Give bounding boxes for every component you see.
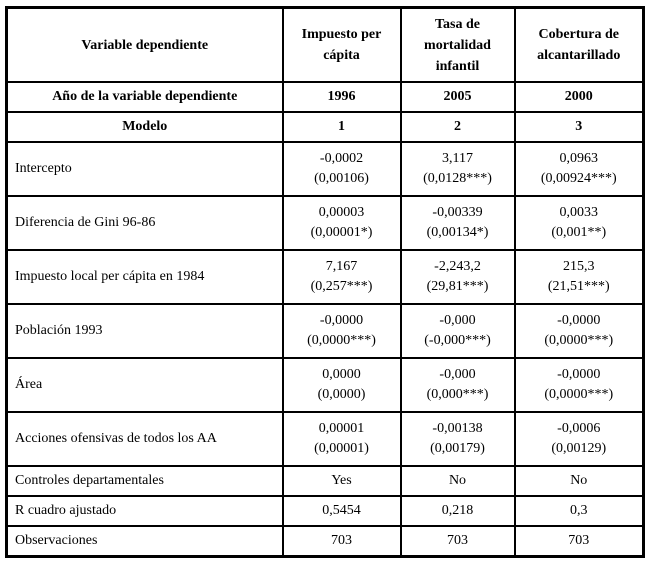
estimate: 0,0963 [559,150,599,166]
estimate: -0,000 [439,312,476,328]
estimate: 215,3 [563,258,595,274]
estimate: 0,00001 [318,420,365,436]
std-error: (0,0000) [317,387,366,402]
row-observaciones: Observaciones 703 703 703 [5,525,645,558]
std-error: (0,00924***) [540,171,617,186]
year-value: 2005 [399,81,516,113]
coef-cell: -0,0002 (0,00106) [281,141,402,197]
coef-cell: 0,00003 (0,00001*) [281,195,402,251]
row-label: Controles departamentales [5,465,284,497]
std-error: (0,00106) [314,171,369,186]
header-variable-dependiente: Variable dependiente [5,6,284,83]
estimate: 0,0000 [322,366,361,382]
std-error: (0,0128***) [423,171,492,186]
std-error: (0,00179) [430,441,485,456]
std-error: (0,00134*) [426,225,489,240]
std-error: (0,0000***) [544,333,614,348]
estimate: 7,167 [325,258,358,274]
regression-results-table: Variable dependiente Impuesto per cápita… [5,6,645,558]
coef-cell: 0,0033 (0,001**) [513,195,645,251]
header-col-cobertura-alcantarillado: Cobertura de alcantarillado [513,6,645,83]
coef-cell: -0,000 (-0,000***) [399,303,516,359]
coef-cell: -0,0006 (0,00129) [513,411,645,467]
coef-cell: 0,0000 (0,0000) [281,357,402,413]
coef-cell: -0,000 (0,000***) [399,357,516,413]
coef-cell: 0,0963 (0,00924***) [513,141,645,197]
row-intercepto: Intercepto -0,0002 (0,00106) 3,117 (0,01… [5,141,645,197]
observations-count: 703 [399,525,516,558]
row-anio-variable-dependiente: Año de la variable dependiente 1996 2005… [5,81,645,113]
row-poblacion-1993: Población 1993 -0,0000 (0,0000***) -0,00… [5,303,645,359]
row-label: Año de la variable dependiente [5,81,284,113]
header-row: Variable dependiente Impuesto per cápita… [5,6,645,83]
estimate: -0,00138 [432,420,483,436]
estimate: -0,00339 [432,204,483,220]
row-label: R cuadro ajustado [5,495,284,527]
estimate: -0,000 [439,366,476,382]
r-squared-value: 0,3 [513,495,645,527]
std-error: (-0,000***) [424,333,491,348]
std-error: (0,00001*) [310,225,373,240]
row-label: Población 1993 [5,303,284,359]
model-number: 3 [513,111,645,143]
row-controles-departamentales: Controles departamentales Yes No No [5,465,645,497]
estimate: -0,0000 [557,312,601,328]
row-label: Acciones ofensivas de todos los AA [5,411,284,467]
model-number: 2 [399,111,516,143]
std-error: (0,000***) [426,387,489,402]
row-impuesto-local-1984: Impuesto local per cápita en 1984 7,167 … [5,249,645,305]
estimate: 0,0033 [559,204,599,220]
coef-cell: -2,243,2 (29,81***) [399,249,516,305]
row-label: Diferencia de Gini 96-86 [5,195,284,251]
row-label: Impuesto local per cápita en 1984 [5,249,284,305]
row-area: Área 0,0000 (0,0000) -0,000 (0,000***) -… [5,357,645,413]
estimate: 3,117 [442,150,473,166]
controls-flag: No [513,465,645,497]
row-acciones-ofensivas: Acciones ofensivas de todos los AA 0,000… [5,411,645,467]
coef-cell: -0,00339 (0,00134*) [399,195,516,251]
coef-cell: 0,00001 (0,00001) [281,411,402,467]
coef-cell: 3,117 (0,0128***) [399,141,516,197]
row-diferencia-gini: Diferencia de Gini 96-86 0,00003 (0,0000… [5,195,645,251]
coef-cell: -0,0000 (0,0000***) [281,303,402,359]
std-error: (0,001**) [551,225,607,240]
std-error: (0,00001) [314,441,369,456]
row-label: Modelo [5,111,284,143]
model-number: 1 [281,111,402,143]
std-error: (0,00129) [551,441,607,456]
estimate: -0,0000 [319,312,364,328]
row-label: Intercepto [5,141,284,197]
row-label: Área [5,357,284,413]
estimate: -0,0006 [557,420,601,436]
coef-cell: -0,0000 (0,0000***) [513,357,645,413]
estimate: 0,00003 [318,204,365,220]
controls-flag: Yes [281,465,402,497]
header-col-impuesto-per-capita: Impuesto per cápita [281,6,402,83]
row-r-cuadro-ajustado: R cuadro ajustado 0,5454 0,218 0,3 [5,495,645,527]
estimate: -0,0002 [319,150,364,166]
coef-cell: -0,0000 (0,0000***) [513,303,645,359]
coef-cell: -0,00138 (0,00179) [399,411,516,467]
row-modelo: Modelo 1 2 3 [5,111,645,143]
std-error: (0,0000***) [544,387,614,402]
std-error: (0,0000***) [307,333,376,348]
coef-cell: 215,3 (21,51***) [513,249,645,305]
year-value: 2000 [513,81,645,113]
observations-count: 703 [281,525,402,558]
std-error: (0,257***) [310,279,373,294]
year-value: 1996 [281,81,402,113]
controls-flag: No [399,465,516,497]
estimate: -2,243,2 [434,258,481,274]
r-squared-value: 0,218 [399,495,516,527]
std-error: (21,51***) [547,279,610,294]
header-col-tasa-mortalidad-infantil: Tasa de mortalidad infantil [399,6,516,83]
coef-cell: 7,167 (0,257***) [281,249,402,305]
row-label: Observaciones [5,525,284,558]
r-squared-value: 0,5454 [281,495,402,527]
observations-count: 703 [513,525,645,558]
std-error: (29,81***) [426,279,489,294]
estimate: -0,0000 [557,366,601,382]
